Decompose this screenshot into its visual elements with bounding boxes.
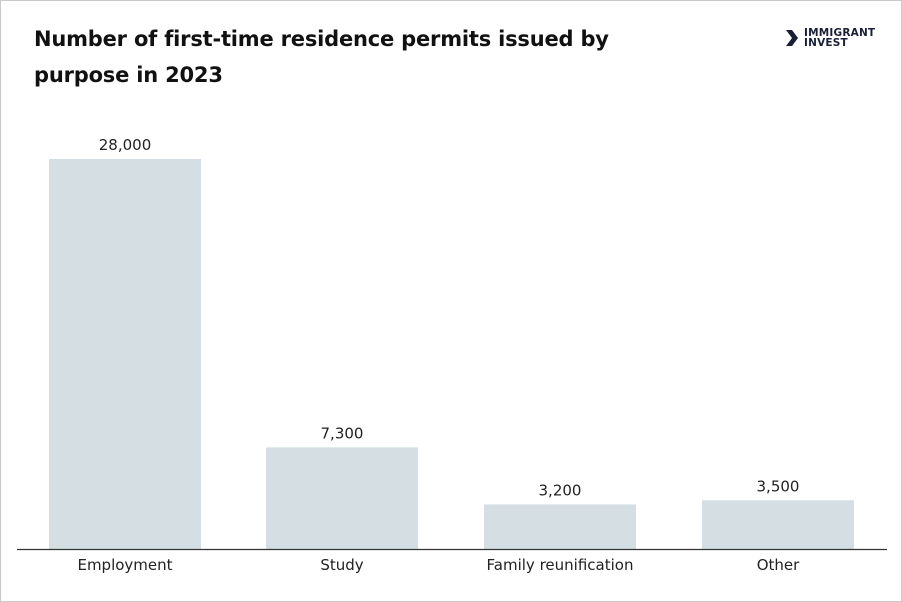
bar-other [702,500,854,549]
value-label: 7,300 [321,424,364,442]
category-label: Employment [77,556,172,574]
bar-employment [49,159,201,549]
brand-line-1: IMMIGRANT [804,27,876,39]
brand-line-2: INVEST [804,37,848,49]
value-label: 3,200 [539,481,582,499]
bar-study [266,447,418,549]
brand-logo: IMMIGRANT INVEST [785,28,875,48]
brand-mark-icon [786,30,798,46]
category-label: Family reunification [487,556,634,574]
chart-title: Number of first-time residence permits i… [34,27,609,87]
category-label: Study [320,556,363,574]
category-label: Other [757,556,800,574]
bar-family-reunification [484,504,636,549]
value-label: 28,000 [99,136,152,154]
brand-wordmark: IMMIGRANT INVEST [804,27,876,49]
value-label: 3,500 [757,477,800,495]
